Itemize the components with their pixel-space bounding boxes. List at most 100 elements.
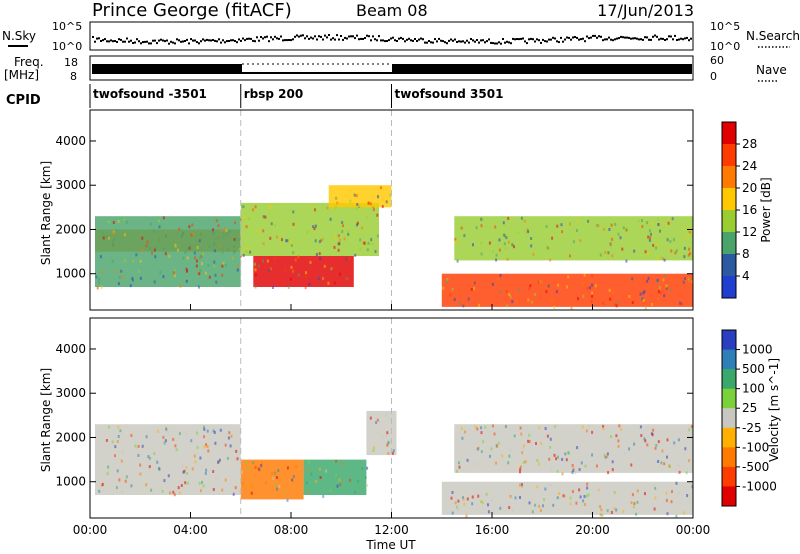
scatter-speckle	[163, 441, 166, 445]
scatter-speckle	[644, 492, 646, 496]
scatter-speckle	[552, 503, 555, 507]
noise-right-tick-top: 10^5	[710, 20, 740, 33]
scatter-speckle	[509, 448, 512, 452]
scatter-speckle	[611, 254, 614, 258]
scatter-speckle	[333, 245, 336, 249]
scatter-speckle	[643, 437, 646, 441]
noise-dot	[382, 39, 384, 42]
scatter-speckle	[674, 251, 677, 255]
scatter-speckle	[506, 257, 509, 261]
scatter-speckle	[511, 509, 514, 513]
scatter-speckle	[508, 293, 511, 296]
scatter-speckle	[246, 246, 249, 250]
noise-trace	[92, 34, 692, 45]
scatter-speckle	[264, 215, 267, 219]
noise-dot	[478, 41, 480, 44]
noise-dot	[290, 39, 292, 42]
scatter-speckle	[453, 298, 456, 302]
noise-dot	[490, 41, 492, 44]
scatter-speckle	[387, 440, 390, 444]
noise-dot	[408, 37, 410, 40]
scatter-speckle	[338, 238, 341, 242]
scatter-speckle	[471, 502, 474, 506]
noise-dot	[190, 38, 192, 41]
noise-dot	[194, 39, 196, 42]
scatter-speckle	[270, 222, 273, 226]
scatter-speckle	[236, 268, 239, 272]
scatter-speckle	[657, 290, 660, 294]
noise-dot	[390, 37, 392, 40]
noise-dot	[286, 39, 288, 42]
colorbar-swatch	[722, 408, 736, 429]
scatter-speckle	[618, 424, 621, 428]
scatter-speckle	[631, 277, 634, 281]
scatter-speckle	[497, 441, 500, 445]
scatter-speckle	[639, 292, 642, 296]
scatter-speckle	[553, 305, 556, 309]
scatter-speckle	[355, 194, 358, 198]
scatter-speckle	[356, 223, 358, 227]
cpid-segment-label: rbsp 200	[244, 87, 303, 101]
scatter-speckle	[196, 446, 199, 450]
scatter-speckle	[517, 288, 520, 292]
scatter-speckle	[477, 494, 480, 498]
noise-dot	[604, 38, 606, 41]
noise-dot	[146, 40, 148, 43]
noise-dot	[462, 40, 464, 43]
scatter-speckle	[663, 258, 666, 262]
scatter-speckle	[124, 479, 127, 483]
scatter-speckle	[114, 454, 116, 458]
scatter-speckle	[265, 481, 267, 485]
scatter-speckle	[214, 441, 217, 445]
noise-dot	[246, 37, 248, 40]
noise-dot	[348, 35, 350, 38]
noise-dot	[602, 39, 604, 42]
scatter-speckle	[385, 413, 388, 417]
colorbar-swatch	[722, 369, 736, 390]
scatter-speckle	[309, 260, 312, 264]
noise-dot	[210, 39, 212, 42]
scatter-speckle	[238, 247, 241, 251]
scatter-speckle	[107, 469, 110, 473]
scatter-speckle	[551, 299, 553, 303]
scatter-speckle	[224, 263, 227, 267]
scatter-speckle	[657, 440, 660, 444]
scatter-speckle	[496, 277, 499, 281]
scatter-speckle	[621, 247, 624, 251]
noise-dot	[634, 37, 636, 40]
scatter-speckle	[601, 513, 604, 517]
scatter-speckle	[347, 230, 350, 234]
scatter-speckle	[538, 462, 540, 466]
noise-dot	[530, 37, 532, 40]
scatter-speckle	[585, 494, 588, 498]
noise-dot	[640, 38, 642, 41]
scatter-speckle	[490, 499, 493, 502]
scatter-speckle	[120, 269, 123, 273]
scatter-speckle	[203, 445, 206, 449]
scatter-speckle	[544, 427, 547, 430]
scatter-speckle	[558, 492, 561, 495]
noise-dot	[102, 39, 104, 42]
noise-dot	[484, 41, 486, 44]
cpid-segments: twofsound -3501 rbsp 200 twofsound 3501	[89, 84, 503, 108]
scatter-speckle	[219, 245, 222, 249]
colorbar-tick-label: 8	[742, 247, 750, 261]
scatter-speckle	[237, 238, 240, 241]
noise-dot	[466, 39, 468, 42]
scatter-speckle	[254, 262, 256, 266]
scatter-speckle	[578, 488, 581, 492]
scatter-speckle	[161, 489, 164, 493]
scatter-speckle	[157, 429, 160, 433]
scatter-speckle	[667, 221, 670, 225]
scatter-speckle	[319, 257, 322, 260]
scatter-speckle	[287, 285, 290, 289]
noise-dot	[136, 38, 138, 41]
noise-dot	[560, 36, 562, 39]
noise-dot	[114, 40, 116, 42]
scatter-speckle	[375, 421, 378, 425]
scatter-speckle	[116, 440, 119, 443]
scatter-speckle	[456, 259, 459, 263]
colorbar-tick-label: 4	[742, 269, 750, 283]
noise-dot	[370, 39, 372, 42]
noise-dot	[676, 39, 678, 41]
